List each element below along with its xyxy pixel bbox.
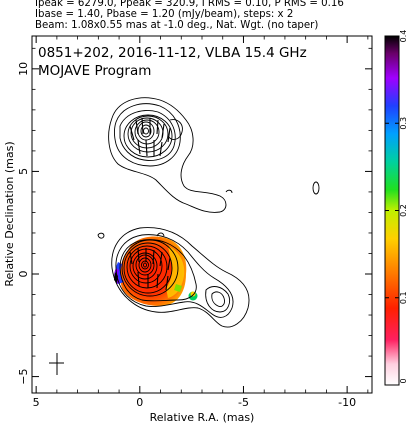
contour-core-4: [121, 239, 179, 297]
contour-core-5: [123, 242, 173, 294]
contour-north-4: [123, 114, 173, 158]
evpa-tick-9: [145, 139, 148, 157]
evpa-tick-17: [167, 257, 171, 271]
axis-ticks: 5 0 -5 -10 −5 0 5 10: [17, 36, 372, 409]
contour-north-right: [167, 119, 183, 140]
evpa-tick-3: [141, 117, 144, 135]
contour-north-outer: [108, 97, 227, 213]
contour-core-9: [135, 254, 155, 276]
evpa-tick-2: [135, 119, 139, 135]
evpa-tick-16: [159, 251, 163, 267]
evpa-tick-5: [156, 119, 159, 135]
contour-north-7: [134, 119, 160, 145]
colorbar-tick-label: 0.1: [399, 291, 408, 304]
contour-core-6: [126, 245, 168, 289]
contour-jet-knot-inner: [211, 291, 225, 307]
contour-island-east: [312, 181, 320, 195]
contour-core-1: [111, 227, 250, 328]
x-tick-label: -10: [338, 396, 356, 409]
evpa-tick-13: [137, 247, 140, 263]
colorbar-tick-label: 0.4: [399, 30, 408, 43]
x-tick-label: -5: [238, 396, 249, 409]
x-tick-label: 0: [136, 396, 143, 409]
evpa-tick-18: [137, 271, 140, 287]
contour-north-9: [140, 124, 152, 138]
polarization-fill-yellow: [166, 246, 185, 298]
contour-core-10: [138, 257, 152, 273]
x-tick-label: 5: [33, 396, 40, 409]
colorbar-tick-label: 0.2: [399, 204, 408, 217]
header-line-base: Ibase = 1.40, Pbase = 1.20 (mJy/beam), s…: [35, 9, 294, 21]
evpa-tick-15: [152, 249, 155, 265]
chart-title-line-2: MOJAVE Program: [38, 63, 151, 79]
header-line-peaks: Ipeak = 6279.0, Ppeak = 320.9, I RMS = 0…: [35, 0, 344, 9]
evpa-tick-1: [129, 125, 135, 141]
contour-north-5: [127, 115, 169, 153]
contour-jet-knot: [205, 286, 231, 313]
contour-island-left: [97, 232, 105, 239]
colorbar-ticks: 0 0.1 0.2 0.3 0.4: [385, 30, 408, 386]
contour-small-top: [156, 232, 165, 237]
y-tick-label: 0: [17, 271, 30, 278]
y-tick-label: 5: [17, 168, 30, 175]
north-contours: [108, 97, 320, 213]
header-line-beam: Beam: 1.08x0.55 mas at -1.0 deg., Nat. W…: [35, 20, 319, 32]
chart-title-line-1: 0851+202, 2016-11-12, VLBA 15.4 GHz: [38, 45, 307, 61]
contour-core-12: [143, 262, 147, 268]
evpa-tick-20: [156, 273, 159, 289]
evpa-tick-11: [159, 141, 163, 157]
evpa-tick-8: [137, 139, 141, 155]
colorbar-tick-label: 0.3: [399, 117, 408, 130]
contour-north-2: [114, 103, 181, 167]
x-axis-label: Relative R.A. (mas): [150, 411, 255, 424]
contour-north-10: [143, 127, 149, 135]
y-tick-label: 10: [17, 62, 30, 76]
core-contours: [97, 227, 250, 328]
evpa-tick-12: [129, 251, 133, 265]
contour-north-3: [119, 110, 176, 161]
contour-core-11: [141, 260, 149, 270]
contour-north-small: [225, 189, 233, 194]
contour-core-3: [119, 239, 197, 302]
polarization-knot-yellow: [190, 291, 196, 297]
y-tick-label: −5: [17, 368, 30, 384]
map-area: [49, 97, 320, 375]
beam-marker: [49, 353, 64, 375]
evpa-tick-21: [165, 275, 169, 291]
polarization-fill-green: [174, 284, 182, 292]
evpa-tick-6: [161, 123, 165, 139]
evpa-tick-7: [167, 127, 171, 143]
evpa-vectors: [129, 117, 171, 291]
y-axis-label: Relative Declination (mas): [3, 141, 16, 286]
image-header: Ipeak = 6279.0, Ppeak = 320.9, I RMS = 0…: [35, 0, 405, 32]
contour-core-8: [132, 252, 158, 280]
plot-frame: [31, 35, 373, 394]
colorbar-tick-label: 0: [399, 378, 408, 383]
